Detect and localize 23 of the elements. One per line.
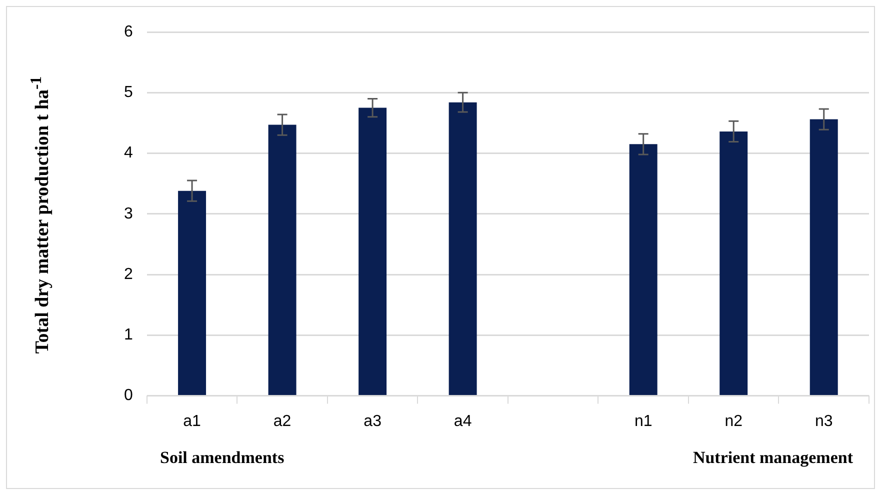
y-tick-label: 1 — [124, 326, 133, 344]
x-tick-label: n3 — [814, 412, 833, 430]
bar — [720, 131, 748, 396]
text: Soil amendments — [160, 448, 284, 468]
x-tick-label: n2 — [724, 412, 743, 430]
y-tick-label: 3 — [124, 205, 133, 222]
bar — [810, 119, 838, 396]
y-tick-label: 5 — [124, 84, 133, 102]
x-tick-label: a4 — [454, 412, 472, 430]
text: Nutrient management — [692, 448, 853, 468]
y-tick-label: 2 — [124, 266, 133, 283]
bar — [448, 102, 477, 396]
bar — [178, 190, 206, 396]
x-tick-label: a2 — [273, 412, 292, 430]
bar — [629, 144, 658, 396]
y-tick-label: 4 — [124, 144, 133, 162]
y-tick-label: 6 — [124, 23, 133, 40]
x-tick-label: a1 — [183, 412, 202, 430]
x-tick-label: n1 — [634, 412, 652, 430]
y-tick-label: 0 — [124, 387, 133, 404]
x-tick-label: a3 — [364, 412, 382, 430]
bar — [358, 108, 387, 396]
bar — [268, 124, 296, 396]
